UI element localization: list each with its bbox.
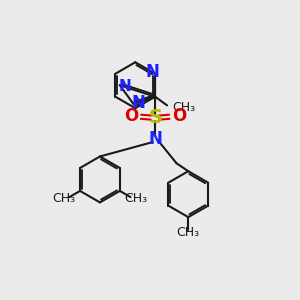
Text: O: O bbox=[124, 107, 138, 125]
Text: CH₃: CH₃ bbox=[177, 226, 200, 239]
Text: N: N bbox=[148, 130, 162, 148]
Text: CH₃: CH₃ bbox=[172, 100, 195, 114]
Text: N: N bbox=[132, 94, 145, 112]
Text: O: O bbox=[172, 107, 186, 125]
Text: S: S bbox=[148, 108, 162, 128]
Text: N: N bbox=[146, 63, 160, 81]
Text: N: N bbox=[119, 79, 131, 94]
Text: CH₃: CH₃ bbox=[53, 192, 76, 205]
Text: CH₃: CH₃ bbox=[124, 192, 147, 205]
